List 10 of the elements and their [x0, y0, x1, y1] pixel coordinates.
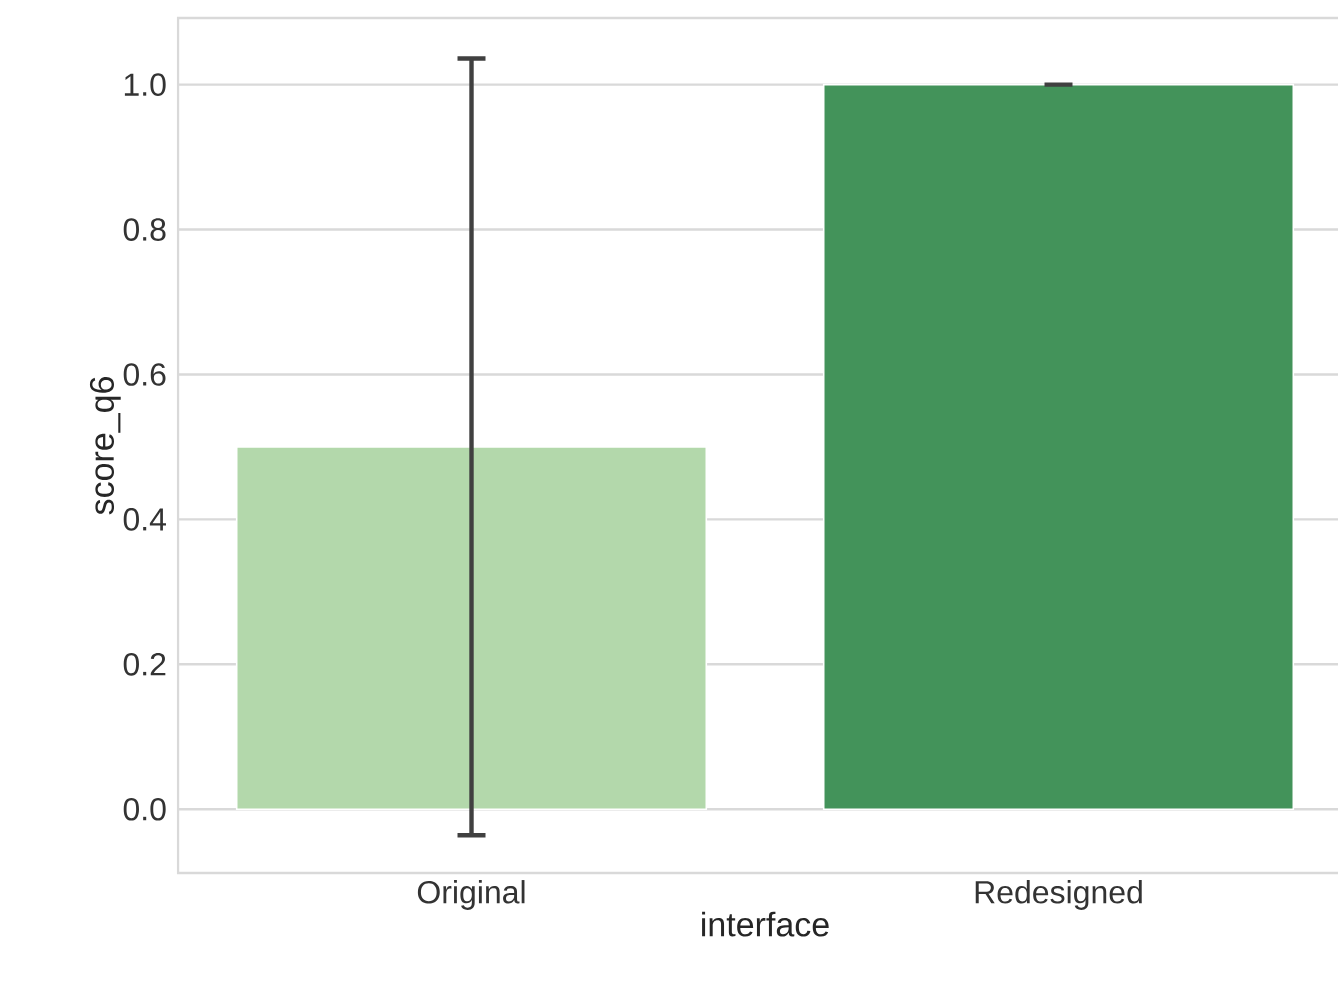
x-axis-title: interface [702, 911, 829, 937]
x-tick-label: Redesigned [975, 880, 1142, 910]
y-tick-label: 0.0 [123, 797, 166, 821]
y-tick-label: 0.6 [123, 363, 166, 386]
y-tick-label: 0.2 [123, 652, 166, 676]
y-axis-title: score_q6 [89, 377, 121, 515]
y-tick-label: 1.0 [124, 73, 166, 96]
y-tick-label: 0.4 [123, 508, 166, 531]
x-tick-label: Original [417, 880, 525, 910]
y-tick-label: 0.8 [123, 218, 166, 241]
